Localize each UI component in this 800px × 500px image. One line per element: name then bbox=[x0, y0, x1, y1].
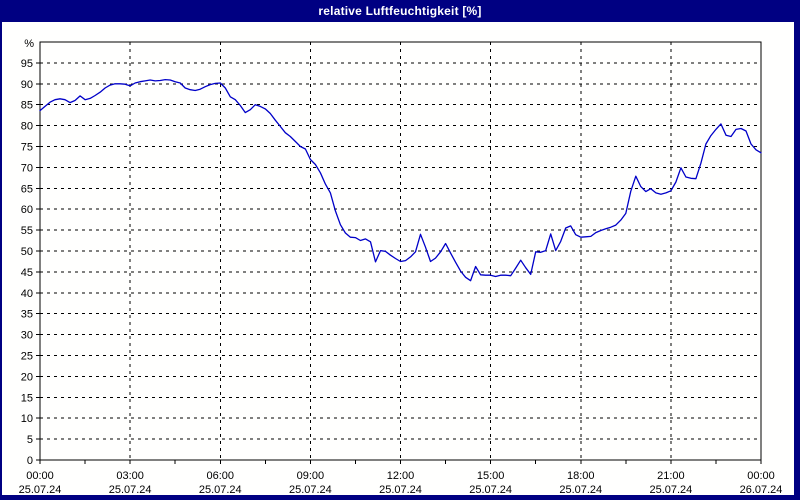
x-tick-time-label: 00:00 bbox=[747, 470, 775, 482]
x-tick-date-label: 25.07.24 bbox=[19, 484, 62, 495]
svg-text:30: 30 bbox=[21, 330, 33, 342]
x-tick-time-label: 00:00 bbox=[26, 470, 54, 482]
svg-text:40: 40 bbox=[21, 288, 33, 300]
plot-border bbox=[39, 41, 762, 461]
svg-text:5: 5 bbox=[27, 434, 33, 446]
x-tick-date-label: 25.07.24 bbox=[559, 484, 602, 495]
x-tick-time-label: 15:00 bbox=[477, 470, 505, 482]
chart-panel: 0 5 10 15 20 25 30 35 40 45 50 55 60 65 70 75 80 85 90 95% 0… bbox=[2, 22, 794, 495]
svg-text:55: 55 bbox=[21, 225, 33, 237]
x-axis-ticks bbox=[39, 460, 762, 464]
svg-text:80: 80 bbox=[21, 121, 33, 133]
x-tick-time-label: 21:00 bbox=[657, 470, 685, 482]
svg-text:60: 60 bbox=[21, 204, 33, 216]
svg-text:50: 50 bbox=[21, 246, 33, 258]
x-tick-date-label: 25.07.24 bbox=[469, 484, 512, 495]
svg-text:45: 45 bbox=[21, 267, 33, 279]
x-tick-date-label: 25.07.24 bbox=[109, 484, 152, 495]
x-tick-time-label: 09:00 bbox=[297, 470, 325, 482]
chart-title: relative Luftfeuchtigkeit [%] bbox=[318, 4, 482, 18]
svg-text:20: 20 bbox=[21, 371, 33, 383]
svg-text:0: 0 bbox=[27, 455, 33, 467]
title-bar: relative Luftfeuchtigkeit [%] bbox=[0, 0, 800, 22]
x-tick-time-label: 06:00 bbox=[206, 470, 234, 482]
svg-text:85: 85 bbox=[21, 100, 33, 112]
y-axis-unit-label: % bbox=[24, 38, 34, 50]
svg-text:10: 10 bbox=[21, 413, 33, 425]
horizontal-gridlines bbox=[40, 62, 761, 440]
x-tick-date-label: 25.07.24 bbox=[649, 484, 692, 495]
svg-text:75: 75 bbox=[21, 142, 33, 154]
vertical-gridlines bbox=[129, 42, 672, 460]
svg-text:65: 65 bbox=[21, 183, 33, 195]
x-tick-date-label: 25.07.24 bbox=[379, 484, 422, 495]
x-tick-time-label: 18:00 bbox=[567, 470, 595, 482]
x-tick-date-label: 26.07.24 bbox=[740, 484, 783, 495]
x-tick-date-label: 25.07.24 bbox=[289, 484, 332, 495]
humidity-line-chart: 05101520253035404550556065707580859095%0… bbox=[19, 38, 783, 495]
svg-text:25: 25 bbox=[21, 351, 33, 363]
x-tick-time-label: 12:00 bbox=[387, 470, 415, 482]
svg-text:70: 70 bbox=[21, 162, 33, 174]
svg-text:15: 15 bbox=[21, 392, 33, 404]
y-axis-labels: 0 5 10 15 20 25 30 35 40 45 50 55 60 65 70 75 80 85 90 95% bbox=[21, 38, 34, 467]
svg-text:90: 90 bbox=[21, 79, 33, 91]
svg-text:95: 95 bbox=[21, 58, 33, 70]
y-axis-ticks bbox=[36, 62, 40, 461]
humidity-series-line bbox=[39, 78, 762, 282]
svg-text:35: 35 bbox=[21, 309, 33, 321]
x-tick-date-label: 25.07.24 bbox=[199, 484, 242, 495]
x-tick-time-label: 03:00 bbox=[116, 470, 144, 482]
x-axis-labels: 00:00 25.07.24 03:00 25.07.24 06:00 25.07.24 0… bbox=[19, 470, 783, 495]
